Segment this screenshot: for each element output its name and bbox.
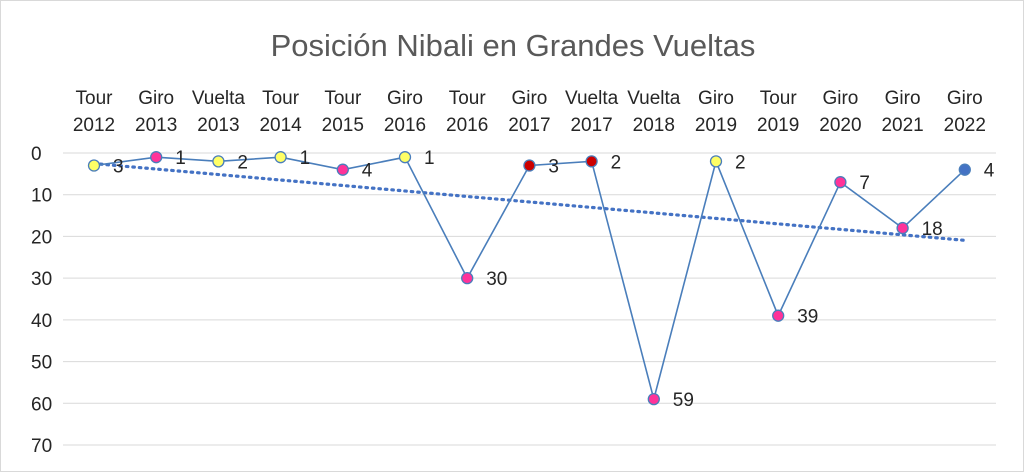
data-label: 1 <box>424 148 435 169</box>
x-category-label: 2020 <box>819 115 861 136</box>
x-category-label: 2021 <box>881 115 923 136</box>
data-label: 4 <box>984 161 995 182</box>
x-category-label: Giro <box>822 88 858 109</box>
x-category-label: 2016 <box>446 115 488 136</box>
data-point <box>523 159 536 172</box>
y-tick-label: 10 <box>31 186 52 207</box>
chart-title: Posición Nibali en Grandes Vueltas <box>271 28 756 63</box>
data-point <box>834 176 847 189</box>
data-label: 1 <box>175 148 186 169</box>
x-category-label: Giro <box>387 88 423 109</box>
data-point <box>647 392 660 406</box>
data-label: 3 <box>548 157 559 178</box>
data-label: 30 <box>486 269 507 290</box>
x-category-label: Tour <box>324 88 362 109</box>
x-category-label: Giro <box>947 88 983 109</box>
data-label: 2 <box>611 152 622 173</box>
data-label: 4 <box>362 161 373 182</box>
trendline <box>92 161 967 242</box>
data-label: 2 <box>735 152 746 173</box>
y-tick-label: 70 <box>31 436 52 457</box>
x-category-label: 2013 <box>197 115 239 136</box>
data-label: 1 <box>300 148 311 169</box>
x-category-label: Tour <box>760 88 798 109</box>
x-category-label: Tour <box>262 88 300 109</box>
x-category-label: 2014 <box>259 115 302 136</box>
data-point <box>87 159 101 172</box>
data-label: 18 <box>922 219 943 240</box>
data-label: 3 <box>113 157 124 178</box>
x-category-label: 2015 <box>322 115 364 136</box>
x-category-label: 2016 <box>384 115 426 136</box>
data-label: 39 <box>797 307 818 328</box>
x-category-label: 2017 <box>508 115 550 136</box>
data-point <box>709 155 723 168</box>
y-tick-label: 40 <box>31 311 52 332</box>
y-tick-label: 50 <box>31 353 52 374</box>
data-point <box>896 221 909 235</box>
x-category-label: 2022 <box>944 115 986 136</box>
x-category-label: 2013 <box>135 115 177 136</box>
data-label: 7 <box>859 173 870 194</box>
data-point <box>212 155 225 168</box>
x-category-label: 2012 <box>73 115 115 136</box>
data-point <box>461 271 474 285</box>
x-category-label: Tour <box>76 88 114 109</box>
y-tick-label: 60 <box>31 394 52 415</box>
x-category-label: 2019 <box>757 115 799 136</box>
x-category-label: Tour <box>449 88 487 109</box>
y-tick-label: 30 <box>31 269 52 290</box>
data-point <box>772 309 785 322</box>
data-point <box>150 151 163 164</box>
data-point <box>398 151 412 164</box>
x-category-label: Giro <box>885 88 921 109</box>
x-category-label: Vuelta <box>627 88 681 109</box>
x-category-label: Giro <box>138 88 174 109</box>
y-tick-label: 0 <box>31 144 42 165</box>
x-category-label: 2017 <box>570 115 612 136</box>
data-point <box>958 163 971 176</box>
data-label: 2 <box>237 152 248 173</box>
data-point <box>274 151 287 164</box>
data-point <box>336 163 349 176</box>
x-category-label: Giro <box>698 88 734 109</box>
data-point <box>585 155 598 168</box>
x-category-label: Vuelta <box>565 88 619 109</box>
y-tick-label: 20 <box>31 227 52 248</box>
x-category-label: Vuelta <box>192 88 246 109</box>
x-category-label: 2019 <box>695 115 737 136</box>
data-label: 59 <box>673 390 694 411</box>
x-category-label: Giro <box>511 88 547 109</box>
x-category-label: 2018 <box>633 115 675 136</box>
